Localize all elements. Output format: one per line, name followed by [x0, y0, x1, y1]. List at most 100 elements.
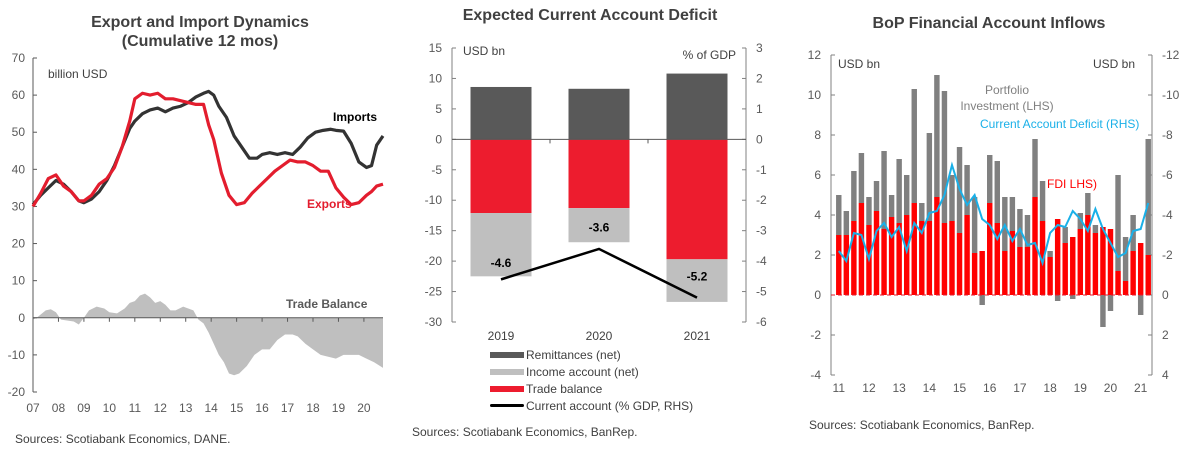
x-tick-label: 16 [255, 401, 269, 415]
bar-fdi [979, 251, 985, 295]
bar-fdi [994, 223, 1000, 295]
y-tick-label: 2 [814, 248, 821, 262]
bar-income-2021 [666, 259, 728, 302]
y-tick-label: 10 [429, 71, 443, 85]
y-tick-label: 4 [814, 208, 821, 222]
y-unit-label: USD bn [838, 57, 880, 71]
bar-portfolio [1145, 139, 1151, 255]
chart1-title: Export and Import Dynamics (Cumulative 1… [0, 13, 400, 51]
x-category-label: 2021 [684, 329, 711, 343]
bar-fdi [1077, 229, 1084, 295]
bar-portfolio [1107, 295, 1114, 311]
bar-fdi [1137, 243, 1144, 295]
y-tick-label: 8 [814, 128, 821, 142]
x-tick-label: 11 [833, 381, 846, 395]
bar-portfolio [971, 197, 978, 253]
legend-item-current-account: Current account (% GDP, RHS) [490, 397, 693, 414]
bop-inflows-chart-panel: BoP Financial Account Inflows 12 -12 10 -10… [790, 0, 1188, 454]
y2-tick-label: 4 [1162, 368, 1169, 382]
y-tick-label: 6 [814, 168, 821, 182]
bar-fdi [1122, 281, 1129, 295]
legend-item-trade: Trade balance [490, 380, 693, 397]
bar-portfolio [1122, 237, 1129, 281]
x-category-label: 2019 [488, 329, 515, 343]
bar-fdi [941, 223, 948, 295]
y-tick-label: -2 [810, 328, 821, 342]
bar-portfolio [919, 203, 925, 221]
bar-fdi [971, 253, 978, 295]
bar-portfolio [941, 91, 948, 223]
bar-portfolio [903, 175, 910, 215]
bar-fdi [858, 203, 865, 295]
bar-portfolio [1009, 197, 1016, 231]
bar-portfolio [1077, 213, 1084, 229]
bar-portfolio [1039, 181, 1046, 221]
chart3-source: Sources: Scotiabank Economics, BanRep. [809, 418, 1035, 432]
y2-tick-label: 2 [1162, 328, 1169, 342]
bar-portfolio [1085, 193, 1091, 215]
bar-fdi [881, 229, 887, 295]
y-tick-label: 12 [808, 48, 822, 62]
bar-portfolio [843, 211, 850, 235]
y2-tick-label: 2 [756, 71, 763, 85]
current-account-line [500, 247, 698, 299]
x-tick-label: 13 [892, 381, 906, 395]
bar-fdi [1145, 255, 1151, 295]
trade-balance-area [33, 293, 383, 376]
bar-income-2020 [568, 208, 630, 243]
x-tick-label: 18 [1043, 381, 1057, 395]
imports-line [31, 89, 385, 206]
y2-tick-label: -6 [1162, 168, 1173, 182]
x-tick-label: 20 [357, 401, 371, 415]
legend-swatch-remittances [490, 351, 524, 358]
y2-tick-label: -4 [1162, 208, 1173, 222]
bar-portfolio [1032, 139, 1038, 197]
y-tick-label: 5 [435, 102, 442, 116]
bar-portfolio [994, 161, 1000, 223]
y2-tick-label: -8 [1162, 128, 1173, 142]
x-tick-label: 14 [923, 381, 937, 395]
y-tick-label: -30 [425, 315, 443, 329]
y-tick-label: 40 [12, 162, 26, 176]
bar-fdi [1062, 243, 1068, 295]
bar-fdi [987, 203, 993, 295]
y2-tick-label: -4 [756, 254, 767, 268]
y2-tick-label: -2 [1162, 248, 1173, 262]
bar-portfolio [866, 197, 872, 225]
bar-fdi [949, 221, 955, 295]
bar-fdi [903, 215, 910, 295]
chart2-title: Expected Current Account Deficit [462, 7, 718, 24]
bar-portfolio [836, 195, 842, 235]
chart2-legend: Remittances (net) Income account (net) T… [490, 346, 693, 414]
bar-remittances-2020 [568, 88, 630, 140]
x-tick-label: 19 [332, 401, 346, 415]
y2-tick-label: -6 [756, 315, 767, 329]
chart3-svg: 12 -12 10 -10 8 -8 6 -6 4 -4 2 -2 0 0 -2 2 -4 4 11 12 13 14 15… [808, 48, 1180, 395]
exports-label: Exports [307, 197, 352, 211]
bar-fdi [919, 221, 925, 295]
y-tick-label: -5 [431, 163, 442, 177]
x-tick-label: 08 [52, 401, 66, 415]
bar-fdi [1107, 229, 1114, 295]
x-tick-label: 12 [862, 381, 876, 395]
legend-swatch-income [490, 368, 524, 375]
imports-label: Imports [333, 110, 377, 124]
bar-portfolio [1100, 295, 1106, 327]
x-tick-label: 17 [1013, 381, 1027, 395]
x-tick-label: 17 [281, 401, 295, 415]
bar-fdi [1070, 237, 1076, 295]
bar-portfolio [1062, 227, 1068, 243]
portfolio-annotation-line2: Investment (LHS) [960, 99, 1053, 113]
x-tick-label: 16 [983, 381, 997, 395]
y-tick-label: -10 [8, 348, 26, 362]
bar-fdi [873, 211, 880, 295]
bar-fdi [1054, 219, 1061, 295]
y2-tick-label: -1 [756, 163, 767, 177]
y2-tick-label: -3 [756, 224, 767, 238]
bar-income-2019 [470, 213, 532, 277]
bar-fdi [843, 235, 850, 295]
bar-portfolio [1115, 175, 1121, 271]
bar-fdi [1100, 227, 1106, 295]
x-category-label: 2020 [586, 329, 613, 343]
